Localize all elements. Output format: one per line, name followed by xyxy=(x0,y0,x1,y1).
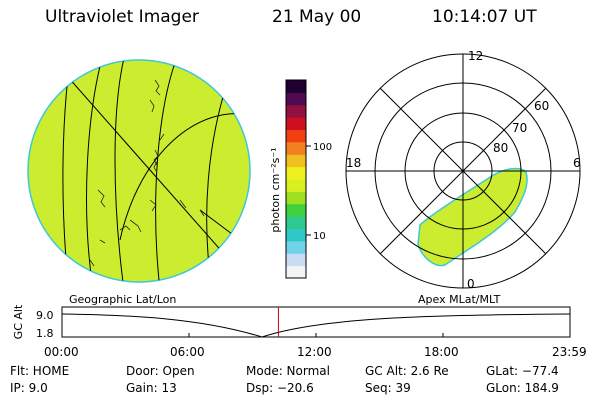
geo-panel-label: Geographic Lat/Lon xyxy=(69,293,176,306)
mlt-label-12: 12 xyxy=(468,49,483,63)
gc-alt-value: GC Alt: 2.6 Re xyxy=(365,364,449,378)
polar-panel-label: Apex MLat/MLT xyxy=(418,293,501,306)
meridian-line xyxy=(155,60,177,282)
altitude-frame xyxy=(61,306,571,338)
mode-status: Mode: Normal xyxy=(246,364,330,378)
lat-label-60: 60 xyxy=(534,99,549,113)
gain-value: Gain: 13 xyxy=(126,381,177,395)
geographic-disk xyxy=(27,59,251,283)
colorbar-band xyxy=(286,154,306,168)
colorbar-band xyxy=(286,80,306,93)
lat-label-80: 80 xyxy=(493,141,508,155)
time-axis-ticks xyxy=(61,333,571,337)
geographic-image xyxy=(27,59,251,283)
colorbar-band xyxy=(286,92,306,106)
parallel-line xyxy=(59,67,241,273)
polar-plot: 12 18 6 0 60 70 80 xyxy=(345,49,581,291)
dsp-value: Dsp: −20.6 xyxy=(246,381,314,395)
mlt-label-0: 0 xyxy=(467,277,475,291)
altitude-curve xyxy=(61,313,571,338)
colorbar-tick-label: 10 xyxy=(313,231,326,242)
sequence-value: Seq: 39 xyxy=(365,381,411,395)
colorbar-band xyxy=(286,240,306,254)
colorbar-unit-label: photon cm⁻²s⁻¹ xyxy=(269,147,282,232)
mlt-label-6: 6 xyxy=(573,156,581,170)
colorbar-band xyxy=(286,228,306,242)
colorbar-tick-label: 100 xyxy=(313,142,332,153)
auroral-oval xyxy=(417,167,528,267)
colorbar-band xyxy=(286,141,306,155)
time-tick-label: 18:00 xyxy=(424,345,459,359)
glon-value: GLon: 184.9 xyxy=(486,381,559,395)
date-label: 21 May 00 xyxy=(272,7,362,27)
glat-value: GLat: −77.4 xyxy=(486,364,559,378)
altitude-min-label: 1.8 xyxy=(36,327,54,340)
colorbar-band xyxy=(286,179,306,192)
altitude-max-label: 9.0 xyxy=(36,309,54,322)
altitude-axis-label: GC Alt xyxy=(12,304,25,339)
colorbar-band xyxy=(286,166,306,180)
flight-status: Flt: HOME xyxy=(10,364,70,378)
colorbar-gradient xyxy=(286,80,306,279)
altitude-strip: GC Alt 9.0 1.8 xyxy=(12,304,571,340)
coastline xyxy=(89,79,205,267)
meridian-line xyxy=(114,60,125,282)
colorbar-band xyxy=(286,203,306,217)
app-title: Ultraviolet Imager xyxy=(45,7,199,27)
time-tick-label: 23:59 xyxy=(552,345,587,359)
colorbar-band xyxy=(286,117,306,131)
door-status: Door: Open xyxy=(126,364,195,378)
colorbar-band xyxy=(286,265,306,279)
colorbar-band xyxy=(286,191,306,205)
mlt-line-diag xyxy=(379,87,547,255)
polar-grid xyxy=(346,54,580,288)
colorbar-band xyxy=(286,216,306,230)
auroral-emission xyxy=(417,167,528,267)
colorbar: 100 10 photon cm⁻²s⁻¹ xyxy=(269,79,332,279)
ip-value: IP: 9.0 xyxy=(10,381,48,395)
colorbar-frame xyxy=(285,79,307,279)
time-tick-label: 06:00 xyxy=(170,345,205,359)
lat-label-70: 70 xyxy=(512,121,527,135)
time-label: 10:14:07 UT xyxy=(432,7,537,27)
colorbar-band xyxy=(286,253,306,267)
time-tick-label: 12:00 xyxy=(297,345,332,359)
meridian-line xyxy=(86,60,103,282)
time-tick-label: 00:00 xyxy=(44,345,79,359)
mlt-label-18: 18 xyxy=(346,156,361,170)
parallel-line xyxy=(119,113,250,241)
colorbar-band xyxy=(286,104,306,118)
colorbar-band xyxy=(286,129,306,143)
